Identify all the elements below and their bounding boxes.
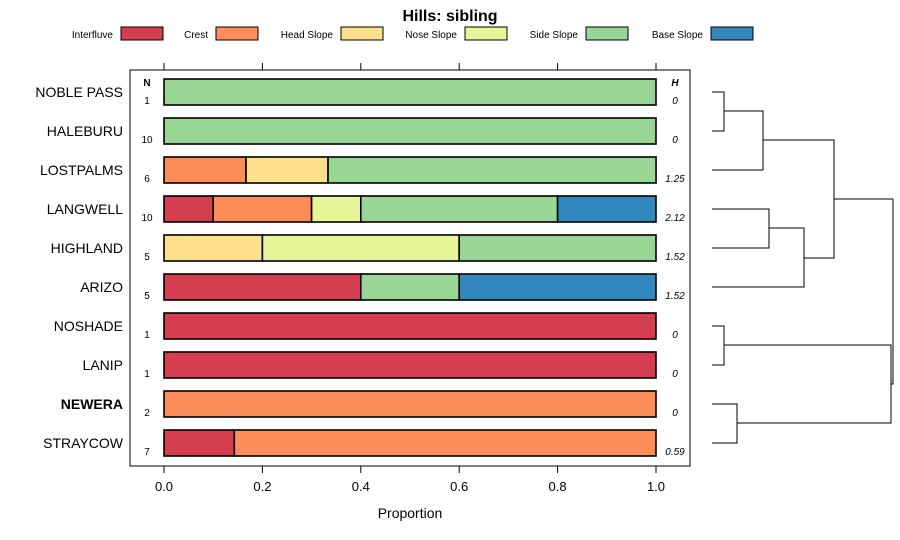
bar-segment-lostpalms-head-slope [245,156,329,184]
n-value-newera: 2 [144,408,150,419]
bar-segment-haleburu-side-slope [163,117,657,145]
n-value-haleburu: 10 [141,135,153,146]
row-label-arizo: ARIZO [80,279,123,295]
h-value-lostpalms: 1.25 [665,174,685,185]
bar-segment-straycow-interfluve [163,429,236,457]
row-label-lostpalms: LOSTPALMS [40,162,123,178]
x-tick-label-0: 0.0 [155,479,173,494]
bar-segment-langwell-interfluve [163,195,215,223]
row-label-langwell: LANGWELL [47,201,123,217]
x-axis-title: Proportion [378,505,443,521]
bar-segment-highland-side-slope [458,234,657,262]
x-tick-label-1: 0.2 [253,479,271,494]
bar-segment-noshade-interfluve [163,312,657,340]
bar-segment-noble-pass-side-slope [163,78,657,106]
h-value-haleburu: 0 [672,135,678,146]
h-value-straycow: 0.59 [665,447,685,458]
h-value-noble-pass: 0 [672,96,678,107]
x-tick-label-3: 0.6 [450,479,468,494]
legend-swatch-base-slope [710,26,754,41]
n-value-lostpalms: 6 [144,174,150,185]
legend-label-head-slope: Head Slope [281,30,334,41]
row-label-noshade: NOSHADE [54,318,123,334]
dendro-langwell-highland [712,208,770,249]
x-axis: 0.0 0.2 0.4 0.6 0.8 1.0 [155,63,665,494]
dendro-cluster-b [724,344,892,424]
bar-segment-straycow-crest [233,429,657,457]
dendro-cluster-a [763,139,835,259]
h-value-newera: 0 [672,408,678,419]
chart-title: Hills: sibling [402,8,497,25]
dendro-noshade-lanip [712,325,725,366]
n-value-lanip: 1 [144,369,150,380]
row-label-highland: HIGHLAND [51,240,123,256]
h-value-langwell: 2.12 [664,213,685,224]
legend-label-nose-slope: Nose Slope [405,30,457,41]
bar-segment-arizo-interfluve [163,273,362,301]
n-value-arizo: 5 [144,291,150,302]
legend: Interfluve Crest Head Slope Nose Slope Side … [72,26,754,41]
legend-swatch-crest [215,26,259,41]
h-value-arizo: 1.52 [665,291,685,302]
dendro-arizo-join [712,227,805,288]
bar-segment-arizo-base-slope [458,273,657,301]
bar-segment-highland-nose-slope [261,234,460,262]
row-label-newera: NEWERA [61,396,123,412]
n-value-langwell: 10 [141,213,153,224]
h-value-noshade: 0 [672,330,678,341]
row-label-haleburu: HALEBURU [47,123,123,139]
x-tick-label-5: 1.0 [647,479,665,494]
dendro-root [834,198,894,385]
bar-segment-langwell-side-slope [359,195,559,223]
h-value-lanip: 0 [672,369,678,380]
legend-label-base-slope: Base Slope [652,30,704,41]
bar-segment-lostpalms-side-slope [327,156,657,184]
plot-panel [129,69,691,467]
bar-segment-lanip-interfluve [163,351,657,379]
dendro-noblepass-haleburu [712,91,725,132]
n-value-straycow: 7 [144,447,150,458]
bar-segment-arizo-side-slope [359,273,460,301]
legend-swatch-nose-slope [464,26,508,41]
h-header: H [671,78,679,89]
bar-segment-langwell-base-slope [556,195,657,223]
legend-swatch-side-slope [585,26,629,41]
legend-swatch-interfluve [120,26,164,41]
bar-segment-lostpalms-crest [163,156,247,184]
n-value-noble-pass: 1 [144,96,150,107]
dendro-newera-straycow [712,403,738,444]
bar-segment-langwell-crest [212,195,313,223]
bar-segment-langwell-nose-slope [310,195,362,223]
n-header: N [143,78,150,89]
x-tick-label-2: 0.4 [352,479,370,494]
n-value-highland: 5 [144,252,150,263]
x-tick-label-4: 0.8 [549,479,567,494]
legend-label-side-slope: Side Slope [530,30,579,41]
legend-swatch-head-slope [340,26,384,41]
dendrogram [712,91,894,444]
row-label-straycow: STRAYCOW [43,435,124,451]
legend-label-interfluve: Interfluve [72,30,114,41]
h-value-highland: 1.52 [665,252,685,263]
bar-segment-newera-crest [163,390,657,418]
n-value-noshade: 1 [144,330,150,341]
legend-label-crest: Crest [184,30,208,41]
dendro-lostpalms-join [712,110,764,171]
row-label-noble-pass: NOBLE PASS [35,84,123,100]
bar-segment-highland-head-slope [163,234,264,262]
row-label-lanip: LANIP [83,357,123,373]
